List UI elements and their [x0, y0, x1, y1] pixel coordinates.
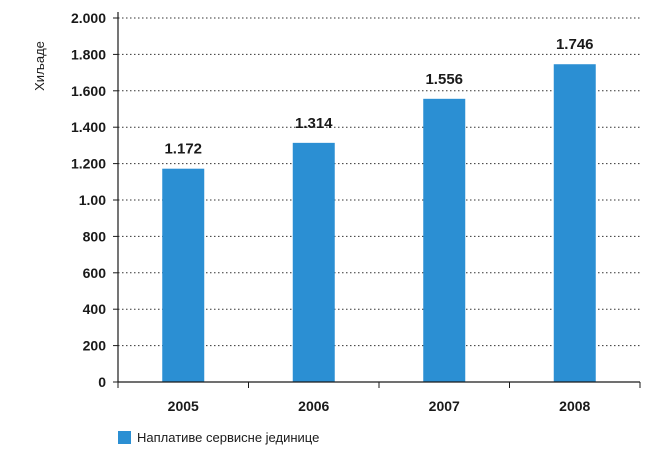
y-tick-label: 1.600	[71, 83, 106, 99]
y-tick-label: 800	[83, 228, 107, 244]
bar-2007	[423, 98, 466, 383]
y-tick-label: 1.800	[71, 46, 106, 62]
y-tick-label: 400	[83, 301, 107, 317]
y-tick-label: 1.200	[71, 156, 106, 172]
y-tick-label: 1.400	[71, 119, 106, 135]
legend-swatch	[118, 431, 131, 444]
y-tick-label: 1.00	[79, 192, 106, 208]
y-tick-label: 0	[98, 374, 106, 390]
bars	[162, 64, 596, 383]
y-tick-label: 200	[83, 338, 107, 354]
grid-lines	[118, 17, 640, 347]
data-label-2007: 1.556	[425, 71, 463, 88]
bar-2008	[553, 64, 596, 382]
x-tick-label-2007: 2007	[429, 398, 460, 414]
x-tick-label-2006: 2006	[298, 398, 329, 414]
legend-label: Наплативе сервисне јединице	[137, 430, 320, 445]
axes: 0 200 400 600 800 1.00 1.200 1.400 1.600 1.800 2.0…	[71, 10, 641, 414]
data-label-2008: 1.746	[556, 36, 594, 53]
y-tick-label: 600	[83, 265, 107, 281]
data-label-2006: 1.314	[295, 115, 333, 132]
y-tick-label: 2.000	[71, 10, 106, 26]
data-labels: 1.172 1.314 1.556 1.746	[164, 36, 593, 157]
bar-2006	[292, 142, 335, 382]
bar-2005	[162, 168, 205, 382]
legend: Наплативе сервисне јединице	[118, 430, 319, 445]
x-tick-label-2005: 2005	[168, 398, 199, 414]
y-axis-title: Хиљаде	[32, 41, 47, 91]
data-label-2005: 1.172	[164, 141, 202, 158]
x-tick-label-2008: 2008	[559, 398, 590, 414]
